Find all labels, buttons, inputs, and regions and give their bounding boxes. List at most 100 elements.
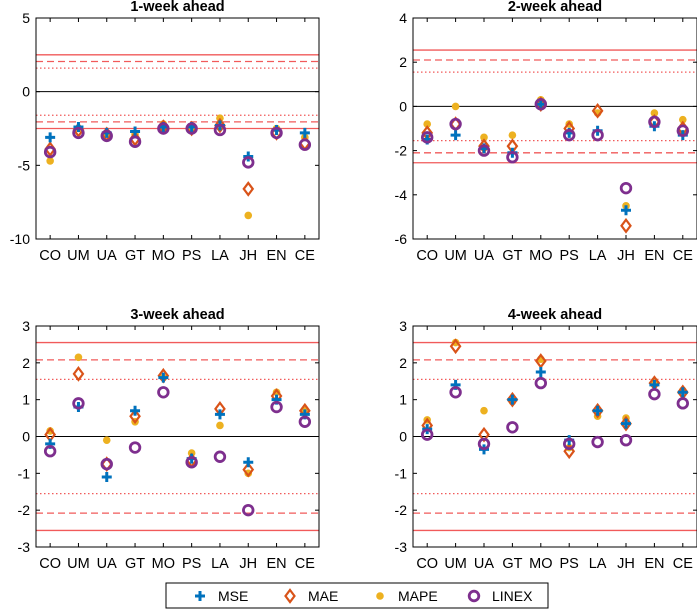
x-tick-label-um: UM <box>67 556 90 572</box>
point-mae-jh <box>620 217 632 234</box>
legend-label-mse: MSE <box>218 588 248 604</box>
x-tick-label-jh: JH <box>617 556 635 572</box>
x-tick-label-ua: UA <box>97 556 117 572</box>
y-tick-label: 3 <box>22 318 30 334</box>
series-mse <box>45 120 310 162</box>
point-linex-gt <box>506 421 519 434</box>
y-tick-label: -5 <box>18 157 31 173</box>
point-mape-gt <box>508 131 517 139</box>
series-mse <box>45 372 310 483</box>
x-tick-label-en: EN <box>644 248 664 264</box>
x-tick-label-mo: MO <box>152 556 175 572</box>
y-tick-label: -2 <box>395 143 408 159</box>
point-mae-la <box>214 117 226 134</box>
point-mse-gt <box>130 405 141 416</box>
x-tick-label-ce: CE <box>673 248 693 264</box>
point-mae-um <box>449 338 462 355</box>
y-tick-label: 0 <box>399 98 407 114</box>
x-tick-label-co: CO <box>39 556 61 572</box>
x-tick-label-um: UM <box>444 248 467 264</box>
legend-label-mape: MAPE <box>398 588 438 604</box>
point-mape-um <box>74 353 83 362</box>
series-linex <box>43 122 312 169</box>
point-linex-ua <box>477 144 491 157</box>
point-mse-la <box>214 409 225 420</box>
x-tick-label-gt: GT <box>502 248 522 264</box>
legend-marker-mse <box>195 591 205 601</box>
y-tick-label: -10 <box>10 231 30 247</box>
x-tick-label-mo: MO <box>529 556 552 572</box>
point-linex-um <box>449 386 462 399</box>
point-linex-um <box>72 126 85 140</box>
panel-title: 2-week ahead <box>508 0 602 15</box>
series-linex <box>421 376 690 451</box>
point-mae-ua <box>478 426 490 443</box>
point-mse-mo <box>535 367 546 378</box>
x-tick-label-en: EN <box>266 556 286 572</box>
series-mse <box>422 99 688 216</box>
x-tick-label-jh: JH <box>239 556 257 572</box>
point-mse-um <box>450 130 461 141</box>
x-tick-label-la: LA <box>589 248 607 264</box>
point-linex-co <box>43 445 57 458</box>
point-mse-jh <box>243 457 254 468</box>
point-linex-la <box>591 435 604 449</box>
x-tick-label-ua: UA <box>474 556 494 572</box>
y-tick-label: 2 <box>22 355 30 371</box>
point-linex-la <box>213 123 227 137</box>
x-tick-label-ua: UA <box>474 248 494 264</box>
point-mae-jh <box>242 461 255 478</box>
x-tick-label-co: CO <box>416 248 438 264</box>
y-tick-label: 4 <box>399 10 407 26</box>
x-tick-label-co: CO <box>39 248 61 264</box>
y-tick-label: -2 <box>395 502 408 518</box>
point-mape-ua <box>102 436 111 444</box>
point-mae-la <box>591 102 604 119</box>
point-linex-jh <box>242 503 255 517</box>
legend-marker-mape <box>376 592 384 600</box>
plot-area <box>413 338 697 532</box>
x-tick-label-jh: JH <box>617 248 635 264</box>
y-tick-label: -3 <box>395 539 408 555</box>
x-tick-label-ce: CE <box>295 556 315 572</box>
panel-1-week-ahead: -10 -5 0 5 CO UM UA GT MO PS LA JH EN CE 1-week ahead <box>10 0 320 264</box>
point-linex-jh <box>619 433 633 447</box>
point-linex-um <box>449 117 462 131</box>
point-mape-jh <box>244 211 253 220</box>
x-tick-label-en: EN <box>266 248 286 264</box>
y-tick-label: 2 <box>399 355 407 371</box>
y-tick-label: 1 <box>22 392 30 408</box>
point-linex-en <box>270 400 283 414</box>
x-tick-label-ce: CE <box>673 556 693 572</box>
point-mape-ua <box>480 406 488 415</box>
plot-area <box>413 49 697 234</box>
point-linex-jh <box>619 181 633 195</box>
point-mae-la <box>591 402 604 419</box>
plot-area <box>36 341 319 532</box>
point-mae-jh <box>242 181 255 197</box>
y-tick-label: 3 <box>399 318 407 334</box>
x-tick-label-co: CO <box>416 556 438 572</box>
legend-box <box>165 582 549 609</box>
x-tick-label-mo: MO <box>152 248 175 264</box>
point-linex-um <box>72 397 85 410</box>
x-tick-label-ua: UA <box>97 248 117 264</box>
point-mape-co <box>423 120 432 128</box>
point-mse-ce <box>299 127 310 138</box>
x-tick-label-en: EN <box>644 556 664 572</box>
point-mse-mo <box>158 372 169 383</box>
point-linex-gt <box>506 151 519 164</box>
panel-title: 1-week ahead <box>130 0 224 15</box>
x-tick-label-gt: GT <box>125 556 145 572</box>
point-linex-en <box>648 115 661 129</box>
point-mse-jh <box>621 205 631 216</box>
legend-marker-linex <box>467 589 481 603</box>
series-mape <box>423 338 687 452</box>
point-linex-en <box>648 387 661 401</box>
y-tick-label: -1 <box>18 465 31 481</box>
series-mae <box>44 366 311 478</box>
point-linex-la <box>213 450 227 463</box>
x-tick-label-la: LA <box>589 556 607 572</box>
x-tick-label-mo: MO <box>529 248 552 264</box>
